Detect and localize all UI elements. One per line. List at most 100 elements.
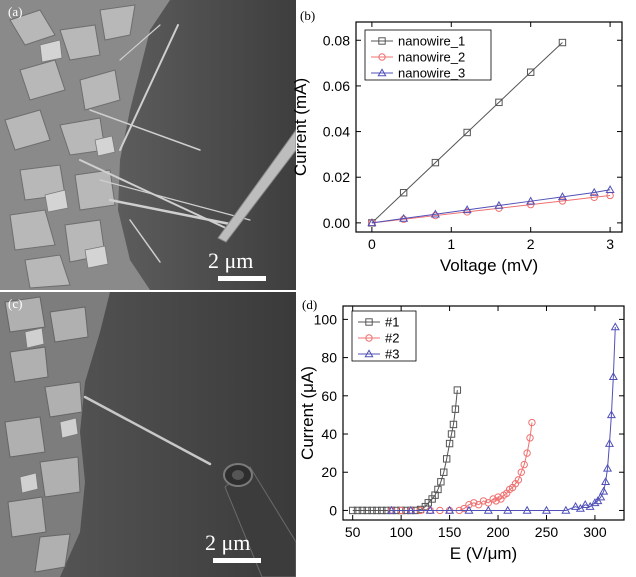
data-point [451, 405, 460, 413]
data-point [368, 506, 376, 515]
legend-label: nanowire_3 [398, 66, 465, 81]
data-point [604, 438, 615, 447]
data-point [602, 463, 613, 472]
panel-label-d: (d) [302, 297, 318, 312]
y-tick-label: 100 [314, 311, 338, 327]
data-point [460, 504, 468, 513]
data-point [526, 196, 536, 205]
data-point [445, 505, 455, 514]
data-point [541, 505, 552, 514]
data-point [431, 158, 440, 167]
y-tick-label: 0 [329, 502, 337, 518]
data-point [453, 386, 462, 394]
chart-d: 50 100 150 200 250 300 0 20 40 60 80 100 E (V/μm) Cur… [298, 292, 636, 577]
y-tick-label: 0.02 [323, 169, 350, 185]
y-tick-label: 80 [321, 350, 337, 366]
plot-frame [342, 305, 625, 521]
x-tick-label: 250 [535, 524, 559, 540]
y-tick-label: 60 [321, 388, 337, 404]
y-axis-title: Current (mA) [291, 78, 310, 176]
data-point [590, 193, 598, 202]
scale-bar-a [218, 276, 266, 281]
data-point [522, 505, 532, 514]
scale-bar-label-a: 2 μm [208, 248, 254, 273]
data-point [378, 506, 386, 515]
data-point [358, 506, 367, 515]
data-point [465, 501, 473, 509]
data-point [399, 213, 409, 222]
legend-marker [378, 37, 386, 45]
x-tick-label: 200 [486, 524, 510, 540]
data-point [406, 505, 416, 514]
data-point [463, 128, 471, 137]
y-tick-label: 0.04 [323, 124, 350, 140]
legend-label: #3 [385, 347, 399, 362]
data-point [437, 478, 445, 486]
data-point [503, 505, 513, 514]
chart-b: 0 1 2 3 0.00 0.02 0.04 0.06 0.08 Voltage (mV) Curr… [291, 0, 636, 292]
data-point [462, 205, 472, 214]
legend-label: #2 [385, 331, 399, 346]
data-point [575, 503, 585, 512]
data-point [589, 187, 599, 196]
data-point [424, 499, 432, 507]
series-line [371, 42, 563, 224]
data-point [606, 410, 616, 419]
data-point [445, 439, 454, 448]
data-point [348, 506, 357, 515]
series-1 [348, 386, 462, 515]
x-tick-label: 0 [368, 236, 376, 252]
panel-label-a: (a) [8, 4, 23, 19]
data-point [590, 498, 600, 507]
data-point [557, 192, 567, 201]
x-tick-label: 2 [527, 236, 535, 252]
data-point [558, 38, 567, 47]
x-tick-label: 1 [447, 236, 455, 252]
series-line [391, 326, 616, 511]
data-point [528, 418, 536, 427]
legend-marker [364, 349, 374, 358]
x-axis-title: E (V/μm) [450, 544, 517, 563]
data-point [495, 98, 503, 107]
legend-label: nanowire_2 [398, 50, 465, 65]
data-point [399, 189, 408, 197]
data-point [593, 496, 603, 505]
data-point [363, 506, 371, 515]
legend: #1#2#3 [351, 310, 417, 362]
y-tick-label: 20 [321, 464, 337, 480]
data-point [608, 372, 618, 380]
data-point [470, 499, 478, 507]
series-3 [386, 322, 620, 514]
panel-label-c: (c) [8, 296, 23, 311]
panel-label-b: (b) [300, 8, 316, 23]
data-point [580, 500, 590, 508]
legend-marker [365, 334, 373, 342]
data-point [447, 430, 456, 438]
data-point [464, 505, 474, 514]
series-line [391, 422, 533, 511]
data-point [596, 492, 606, 501]
legend-label: #1 [385, 315, 399, 330]
x-tick-label: 50 [345, 524, 361, 540]
x-tick-label: 150 [438, 524, 462, 540]
legend-marker [377, 68, 387, 77]
y-axis-title: Current (μA) [298, 366, 317, 460]
y-tick-label: 40 [321, 426, 337, 442]
x-axis-title: Voltage (mV) [440, 256, 538, 275]
scale-bar-c [213, 558, 261, 563]
data-point [474, 501, 483, 509]
data-point [610, 322, 620, 331]
data-point [585, 501, 595, 510]
y-tick-label: 0.06 [323, 78, 350, 94]
x-tick-label: 300 [583, 524, 607, 540]
data-point [386, 505, 396, 514]
data-point [494, 200, 504, 209]
data-point [449, 420, 458, 429]
y-tick-label: 0.08 [323, 32, 350, 48]
data-point [571, 501, 581, 510]
data-point [599, 486, 609, 495]
data-point [526, 68, 535, 76]
legend-label: nanowire_1 [398, 34, 465, 49]
data-point [601, 477, 611, 486]
